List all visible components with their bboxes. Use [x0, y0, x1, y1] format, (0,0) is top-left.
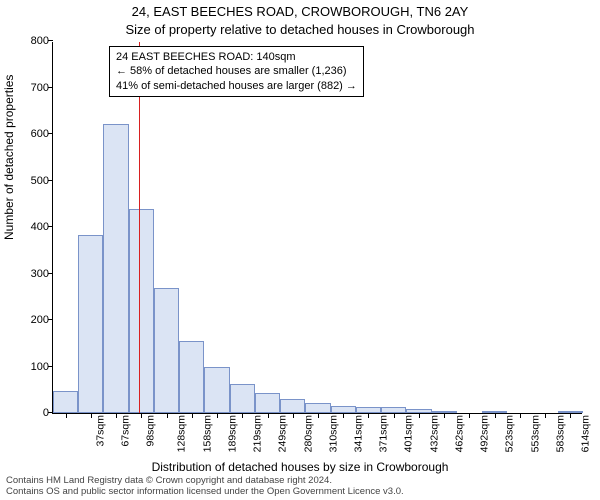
- x-tick-label: 98sqm: [139, 415, 157, 447]
- x-tick-label: 67sqm: [113, 415, 131, 447]
- plot-area: 010020030040050060070080037sqm67sqm98sqm…: [52, 42, 582, 414]
- x-tick-mark: [192, 413, 193, 418]
- x-tick-mark: [394, 413, 395, 418]
- x-tick-mark: [91, 413, 92, 418]
- histogram-bar: [179, 341, 204, 413]
- x-tick-label: 341sqm: [346, 415, 364, 452]
- footer-attribution: Contains HM Land Registry data © Crown c…: [6, 476, 404, 498]
- histogram-bar: [129, 209, 154, 413]
- y-tick-label: 100: [15, 361, 53, 373]
- x-tick-mark: [167, 413, 168, 418]
- x-tick-label: 189sqm: [220, 415, 238, 452]
- histogram-bar: [78, 235, 103, 413]
- histogram-bar: [331, 406, 356, 413]
- x-tick-label: 492sqm: [473, 415, 491, 452]
- histogram-bar: [204, 367, 229, 413]
- x-tick-label: 583sqm: [548, 415, 566, 452]
- x-tick-mark: [293, 413, 294, 418]
- annotation-line-3: 41% of semi-detached houses are larger (…: [116, 79, 357, 93]
- x-axis-label: Distribution of detached houses by size …: [0, 460, 600, 474]
- x-tick-label: 401sqm: [397, 415, 415, 452]
- y-tick-label: 600: [15, 128, 53, 140]
- x-tick-mark: [570, 413, 571, 418]
- chart-container: 24, EAST BEECHES ROAD, CROWBOROUGH, TN6 …: [0, 0, 600, 500]
- x-tick-label: 158sqm: [195, 415, 213, 452]
- x-tick-label: 219sqm: [245, 415, 263, 452]
- x-tick-mark: [343, 413, 344, 418]
- x-tick-label: 432sqm: [422, 415, 440, 452]
- y-tick-mark: [48, 319, 53, 320]
- x-tick-label: 553sqm: [523, 415, 541, 452]
- histogram-bar: [53, 391, 78, 413]
- y-tick-label: 500: [15, 175, 53, 187]
- x-tick-label: 371sqm: [372, 415, 390, 452]
- y-tick-label: 400: [15, 221, 53, 233]
- x-tick-mark: [520, 413, 521, 418]
- x-tick-label: 614sqm: [574, 415, 592, 452]
- x-tick-mark: [217, 413, 218, 418]
- y-tick-label: 200: [15, 314, 53, 326]
- x-tick-mark: [268, 413, 269, 418]
- y-tick-label: 0: [15, 407, 53, 419]
- y-axis-label: Number of detached properties: [2, 75, 16, 240]
- histogram-bar: [255, 393, 280, 413]
- y-tick-mark: [48, 226, 53, 227]
- y-tick-label: 700: [15, 82, 53, 94]
- x-tick-mark: [66, 413, 67, 418]
- x-tick-mark: [545, 413, 546, 418]
- x-tick-mark: [419, 413, 420, 418]
- x-tick-mark: [318, 413, 319, 418]
- x-tick-label: 310sqm: [321, 415, 339, 452]
- x-tick-mark: [141, 413, 142, 418]
- y-tick-mark: [48, 133, 53, 134]
- annotation-line-2: ← 58% of detached houses are smaller (1,…: [116, 64, 357, 78]
- x-tick-label: 128sqm: [170, 415, 188, 452]
- x-tick-label: 280sqm: [296, 415, 314, 452]
- x-tick-mark: [242, 413, 243, 418]
- x-tick-mark: [444, 413, 445, 418]
- x-tick-mark: [495, 413, 496, 418]
- x-tick-label: 462sqm: [447, 415, 465, 452]
- histogram-bar: [230, 384, 255, 413]
- footer-line-2: Contains OS and public sector informatio…: [6, 487, 404, 498]
- y-tick-mark: [48, 180, 53, 181]
- x-tick-mark: [116, 413, 117, 418]
- x-tick-label: 37sqm: [88, 415, 106, 447]
- chart-title-sub: Size of property relative to detached ho…: [0, 22, 600, 37]
- annotation-box: 24 EAST BEECHES ROAD: 140sqm← 58% of det…: [109, 46, 364, 97]
- histogram-bar: [280, 399, 305, 413]
- annotation-line-1: 24 EAST BEECHES ROAD: 140sqm: [116, 50, 357, 64]
- y-tick-mark: [48, 366, 53, 367]
- x-tick-mark: [469, 413, 470, 418]
- y-tick-label: 300: [15, 268, 53, 280]
- y-tick-label: 800: [15, 35, 53, 47]
- y-tick-mark: [48, 40, 53, 41]
- x-tick-mark: [368, 413, 369, 418]
- x-tick-label: 523sqm: [498, 415, 516, 452]
- x-tick-label: 249sqm: [271, 415, 289, 452]
- histogram-bar: [154, 288, 179, 413]
- chart-title-main: 24, EAST BEECHES ROAD, CROWBOROUGH, TN6 …: [0, 4, 600, 19]
- y-tick-mark: [48, 273, 53, 274]
- histogram-bar: [305, 403, 330, 413]
- y-tick-mark: [48, 87, 53, 88]
- histogram-bar: [103, 124, 128, 413]
- reference-line: [139, 42, 141, 413]
